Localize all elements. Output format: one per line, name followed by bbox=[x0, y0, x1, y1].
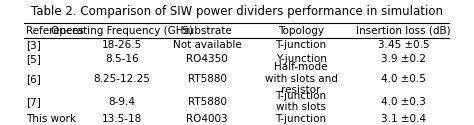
Text: T-junction: T-junction bbox=[275, 114, 327, 124]
Text: RT5880: RT5880 bbox=[188, 74, 227, 84]
Text: 8.25-12.25: 8.25-12.25 bbox=[93, 74, 150, 84]
Text: [6]: [6] bbox=[26, 74, 41, 84]
Text: 13.5-18: 13.5-18 bbox=[102, 114, 142, 124]
Text: 4.0 ±0.5: 4.0 ±0.5 bbox=[381, 74, 426, 84]
Text: 8.5-16: 8.5-16 bbox=[105, 54, 138, 64]
Text: 3.1 ±0.4: 3.1 ±0.4 bbox=[381, 114, 426, 124]
Text: Substrate: Substrate bbox=[182, 26, 233, 36]
Text: Topology: Topology bbox=[278, 26, 324, 36]
Text: T-junction: T-junction bbox=[275, 40, 327, 50]
Text: 8-9.4: 8-9.4 bbox=[109, 97, 135, 107]
Text: [5]: [5] bbox=[26, 54, 41, 64]
Text: 18-26.5: 18-26.5 bbox=[102, 40, 142, 50]
Text: 3.45 ±0.5: 3.45 ±0.5 bbox=[378, 40, 429, 50]
Text: RO4350: RO4350 bbox=[186, 54, 228, 64]
Text: T-junction
with slots: T-junction with slots bbox=[275, 91, 327, 112]
Text: 4.0 ±0.3: 4.0 ±0.3 bbox=[381, 97, 426, 107]
Text: Operating Frequency (GHz): Operating Frequency (GHz) bbox=[51, 26, 193, 36]
Text: This work: This work bbox=[26, 114, 76, 124]
Text: 3.9 ±0.2: 3.9 ±0.2 bbox=[381, 54, 426, 64]
Text: Half-mode
with slots and
resistor: Half-mode with slots and resistor bbox=[264, 62, 337, 95]
Text: Table 2. Comparison of SIW power dividers performance in simulation: Table 2. Comparison of SIW power divider… bbox=[31, 5, 443, 18]
Text: RO4003: RO4003 bbox=[186, 114, 228, 124]
Text: Insertion loss (dB): Insertion loss (dB) bbox=[356, 26, 451, 36]
Text: References: References bbox=[26, 26, 84, 36]
Text: [7]: [7] bbox=[26, 97, 41, 107]
Text: [3]: [3] bbox=[26, 40, 41, 50]
Text: Y-junction: Y-junction bbox=[275, 54, 327, 64]
Text: RT5880: RT5880 bbox=[188, 97, 227, 107]
Text: Not available: Not available bbox=[173, 40, 242, 50]
